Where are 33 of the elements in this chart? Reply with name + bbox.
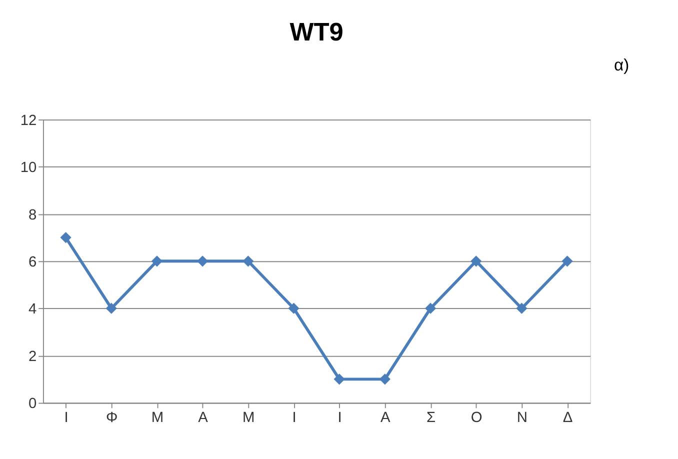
y-tick-label: 4 (28, 302, 37, 318)
point (379, 374, 390, 385)
x-tick-label: Ι (292, 410, 296, 426)
x-tick-label: Α (198, 410, 208, 426)
x-tick-label: Δ (562, 410, 573, 426)
y-tick-label: 2 (28, 348, 37, 365)
point (562, 256, 573, 267)
x-tick-label: Ο (470, 410, 482, 426)
text: α) (614, 56, 630, 75)
x-tick-label: Ι (64, 410, 68, 426)
point (151, 256, 163, 267)
y-tick-label: 10 (20, 160, 37, 176)
x-tick-label: Φ (106, 410, 118, 426)
y-tick-label: 12 (20, 112, 37, 129)
point (60, 232, 72, 244)
y-tick-label: 6 (28, 254, 37, 271)
x-tick-label: Ι (338, 410, 342, 426)
point (288, 302, 300, 314)
x-tick-label: Α (380, 410, 391, 426)
point (424, 302, 436, 314)
point (334, 374, 345, 385)
x-tick-label: Μ (242, 410, 255, 426)
x-tick-label: Σ (426, 410, 436, 426)
point (196, 256, 208, 267)
point (516, 302, 528, 314)
chart-title: WT9 (290, 18, 344, 46)
x-tick-label: Ν (516, 410, 528, 426)
point (106, 302, 117, 314)
point (470, 256, 482, 267)
x-tick-label: Μ (151, 410, 164, 426)
y-tick-label: 8 (28, 207, 37, 224)
point (242, 256, 254, 267)
y-tick-label: 0 (28, 396, 37, 412)
